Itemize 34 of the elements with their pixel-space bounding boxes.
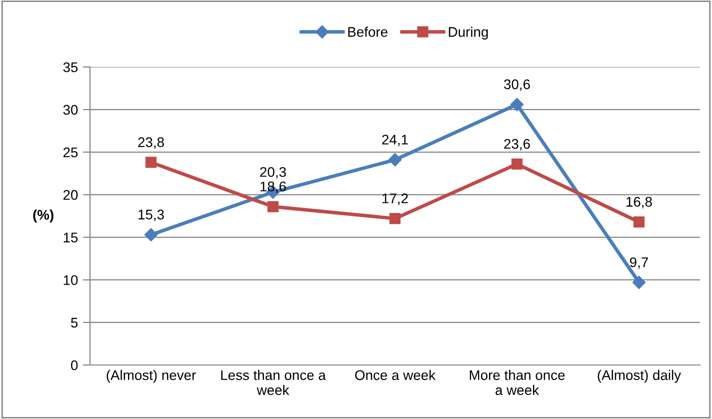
y-tick-label: 10 (64, 275, 78, 286)
data-label: 17,2 (382, 193, 408, 205)
point (632, 276, 646, 289)
point (510, 98, 524, 112)
data-label: 20,3 (260, 167, 286, 179)
legend-label: Before (348, 26, 388, 37)
y-tick-label: 35 (63, 62, 78, 72)
y-tick-label: 0 (71, 360, 78, 370)
y-tick-label: 30 (63, 104, 78, 115)
data-label: 15,3 (138, 210, 164, 222)
legend-label: During (448, 26, 488, 40)
data-label: 24,1 (382, 134, 408, 146)
point (389, 213, 401, 224)
point (511, 158, 523, 170)
point (633, 216, 645, 228)
x-tick-label: Less than once a week (221, 370, 326, 396)
data-label: 9,7 (630, 257, 648, 269)
y-tick-label: 15 (64, 232, 78, 242)
data-label: 16,8 (626, 196, 652, 208)
y-axis-title: (%) (33, 210, 54, 222)
data-label: 23,6 (504, 138, 530, 150)
x-tick-label: Once a week (355, 370, 436, 380)
point (144, 228, 158, 242)
point (388, 153, 402, 166)
x-tick-label: (Almost) daily (598, 370, 682, 383)
data-label: 23,8 (138, 137, 164, 149)
y-tick-label: 5 (71, 318, 78, 328)
point (145, 156, 157, 168)
data-label: 30,6 (504, 79, 530, 91)
y-tick-label: 20 (63, 190, 78, 200)
point (267, 201, 279, 212)
x-tick-label: (Almost) never (106, 370, 196, 383)
x-tick-label: More than once a week (470, 370, 565, 396)
y-tick-label: 25 (63, 147, 78, 158)
